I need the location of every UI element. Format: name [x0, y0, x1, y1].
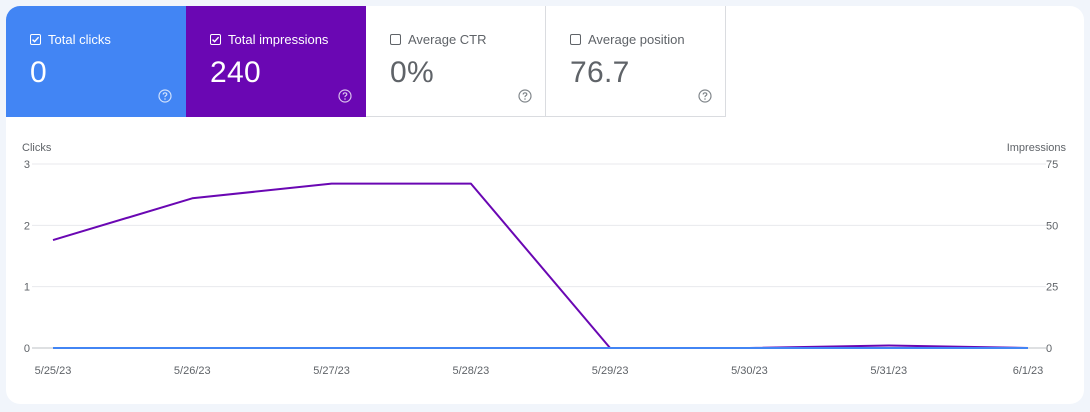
metric-value: 0: [30, 56, 47, 89]
checkbox-unchecked-icon[interactable]: [390, 34, 401, 45]
x-tick-label: 5/29/23: [592, 365, 629, 377]
checkbox-checked-icon[interactable]: [30, 34, 41, 45]
metric-header: Total impressions: [210, 32, 328, 47]
metric-total-impressions[interactable]: Total impressions 240: [186, 6, 366, 117]
y-axis-left-title: Clicks: [22, 142, 52, 154]
metric-tabs: Total clicks 0 Total impressions 240 Ave…: [6, 6, 726, 117]
y-right-tick-label: 25: [1046, 282, 1058, 294]
metric-value: 76.7: [570, 56, 630, 89]
y-left-tick-label: 1: [24, 282, 30, 294]
x-tick-label: 5/31/23: [870, 365, 907, 377]
checkbox-checked-icon[interactable]: [210, 34, 221, 45]
x-tick-label: 5/26/23: [174, 365, 211, 377]
metric-header: Average CTR: [390, 32, 487, 47]
y-axis-right-title: Impressions: [1007, 142, 1067, 154]
metric-label: Average position: [588, 32, 685, 47]
performance-card: Total clicks 0 Total impressions 240 Ave…: [6, 6, 1084, 404]
x-tick-label: 5/27/23: [313, 365, 350, 377]
help-icon[interactable]: [698, 89, 712, 103]
y-right-tick-label: 75: [1046, 159, 1058, 171]
metric-header: Average position: [570, 32, 685, 47]
metric-value: 0%: [390, 56, 434, 89]
y-left-tick-label: 0: [24, 343, 30, 355]
x-tick-label: 5/30/23: [731, 365, 768, 377]
help-icon[interactable]: [518, 89, 532, 103]
metric-header: Total clicks: [30, 32, 111, 47]
metric-label: Total clicks: [48, 32, 111, 47]
metric-label: Total impressions: [228, 32, 329, 47]
y-left-tick-label: 3: [24, 159, 30, 171]
metric-label: Average CTR: [408, 32, 487, 47]
metric-average-ctr[interactable]: Average CTR 0%: [366, 6, 546, 117]
x-tick-label: 6/1/23: [1013, 365, 1044, 377]
checkbox-unchecked-icon[interactable]: [570, 34, 581, 45]
metric-value: 240: [210, 56, 261, 89]
y-right-tick-label: 0: [1046, 343, 1052, 355]
metric-average-position[interactable]: Average position 76.7: [546, 6, 726, 117]
help-icon[interactable]: [158, 89, 172, 103]
y-right-tick-label: 50: [1046, 220, 1058, 232]
series-line-impressions: [52, 182, 1029, 349]
performance-chart: Clicks Impressions 0 1 2 3 0 25 50 75 5/25/23 5…: [22, 142, 1067, 377]
help-icon[interactable]: [338, 89, 352, 103]
x-tick-label: 5/28/23: [453, 365, 490, 377]
metric-total-clicks[interactable]: Total clicks 0: [6, 6, 186, 117]
x-tick-label: 5/25/23: [35, 365, 72, 377]
y-left-tick-label: 2: [24, 220, 30, 232]
